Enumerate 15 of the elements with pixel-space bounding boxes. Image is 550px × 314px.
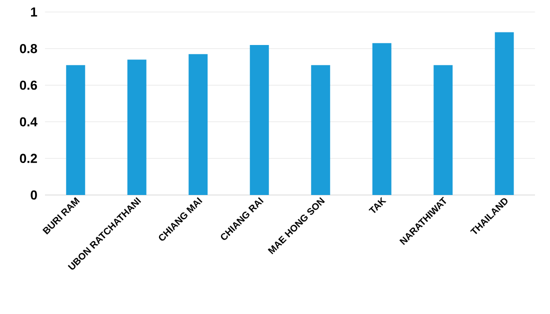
y-tick-label: 0.2 [20, 154, 37, 163]
y-tick-label: 0.8 [20, 44, 38, 54]
x-tick-label: TAK [368, 196, 386, 214]
bar [311, 65, 330, 195]
y-tick-label: 0.4 [20, 117, 38, 126]
y-tick-label: 0.6 [20, 80, 37, 90]
bar [66, 65, 86, 195]
y-tick-label: 0 [30, 190, 37, 200]
bar [434, 65, 453, 195]
bar [372, 43, 392, 195]
y-tick-label: 1 [31, 8, 38, 16]
bar [127, 60, 146, 195]
bar [250, 44, 269, 195]
bar [494, 32, 514, 195]
bar [188, 54, 208, 195]
